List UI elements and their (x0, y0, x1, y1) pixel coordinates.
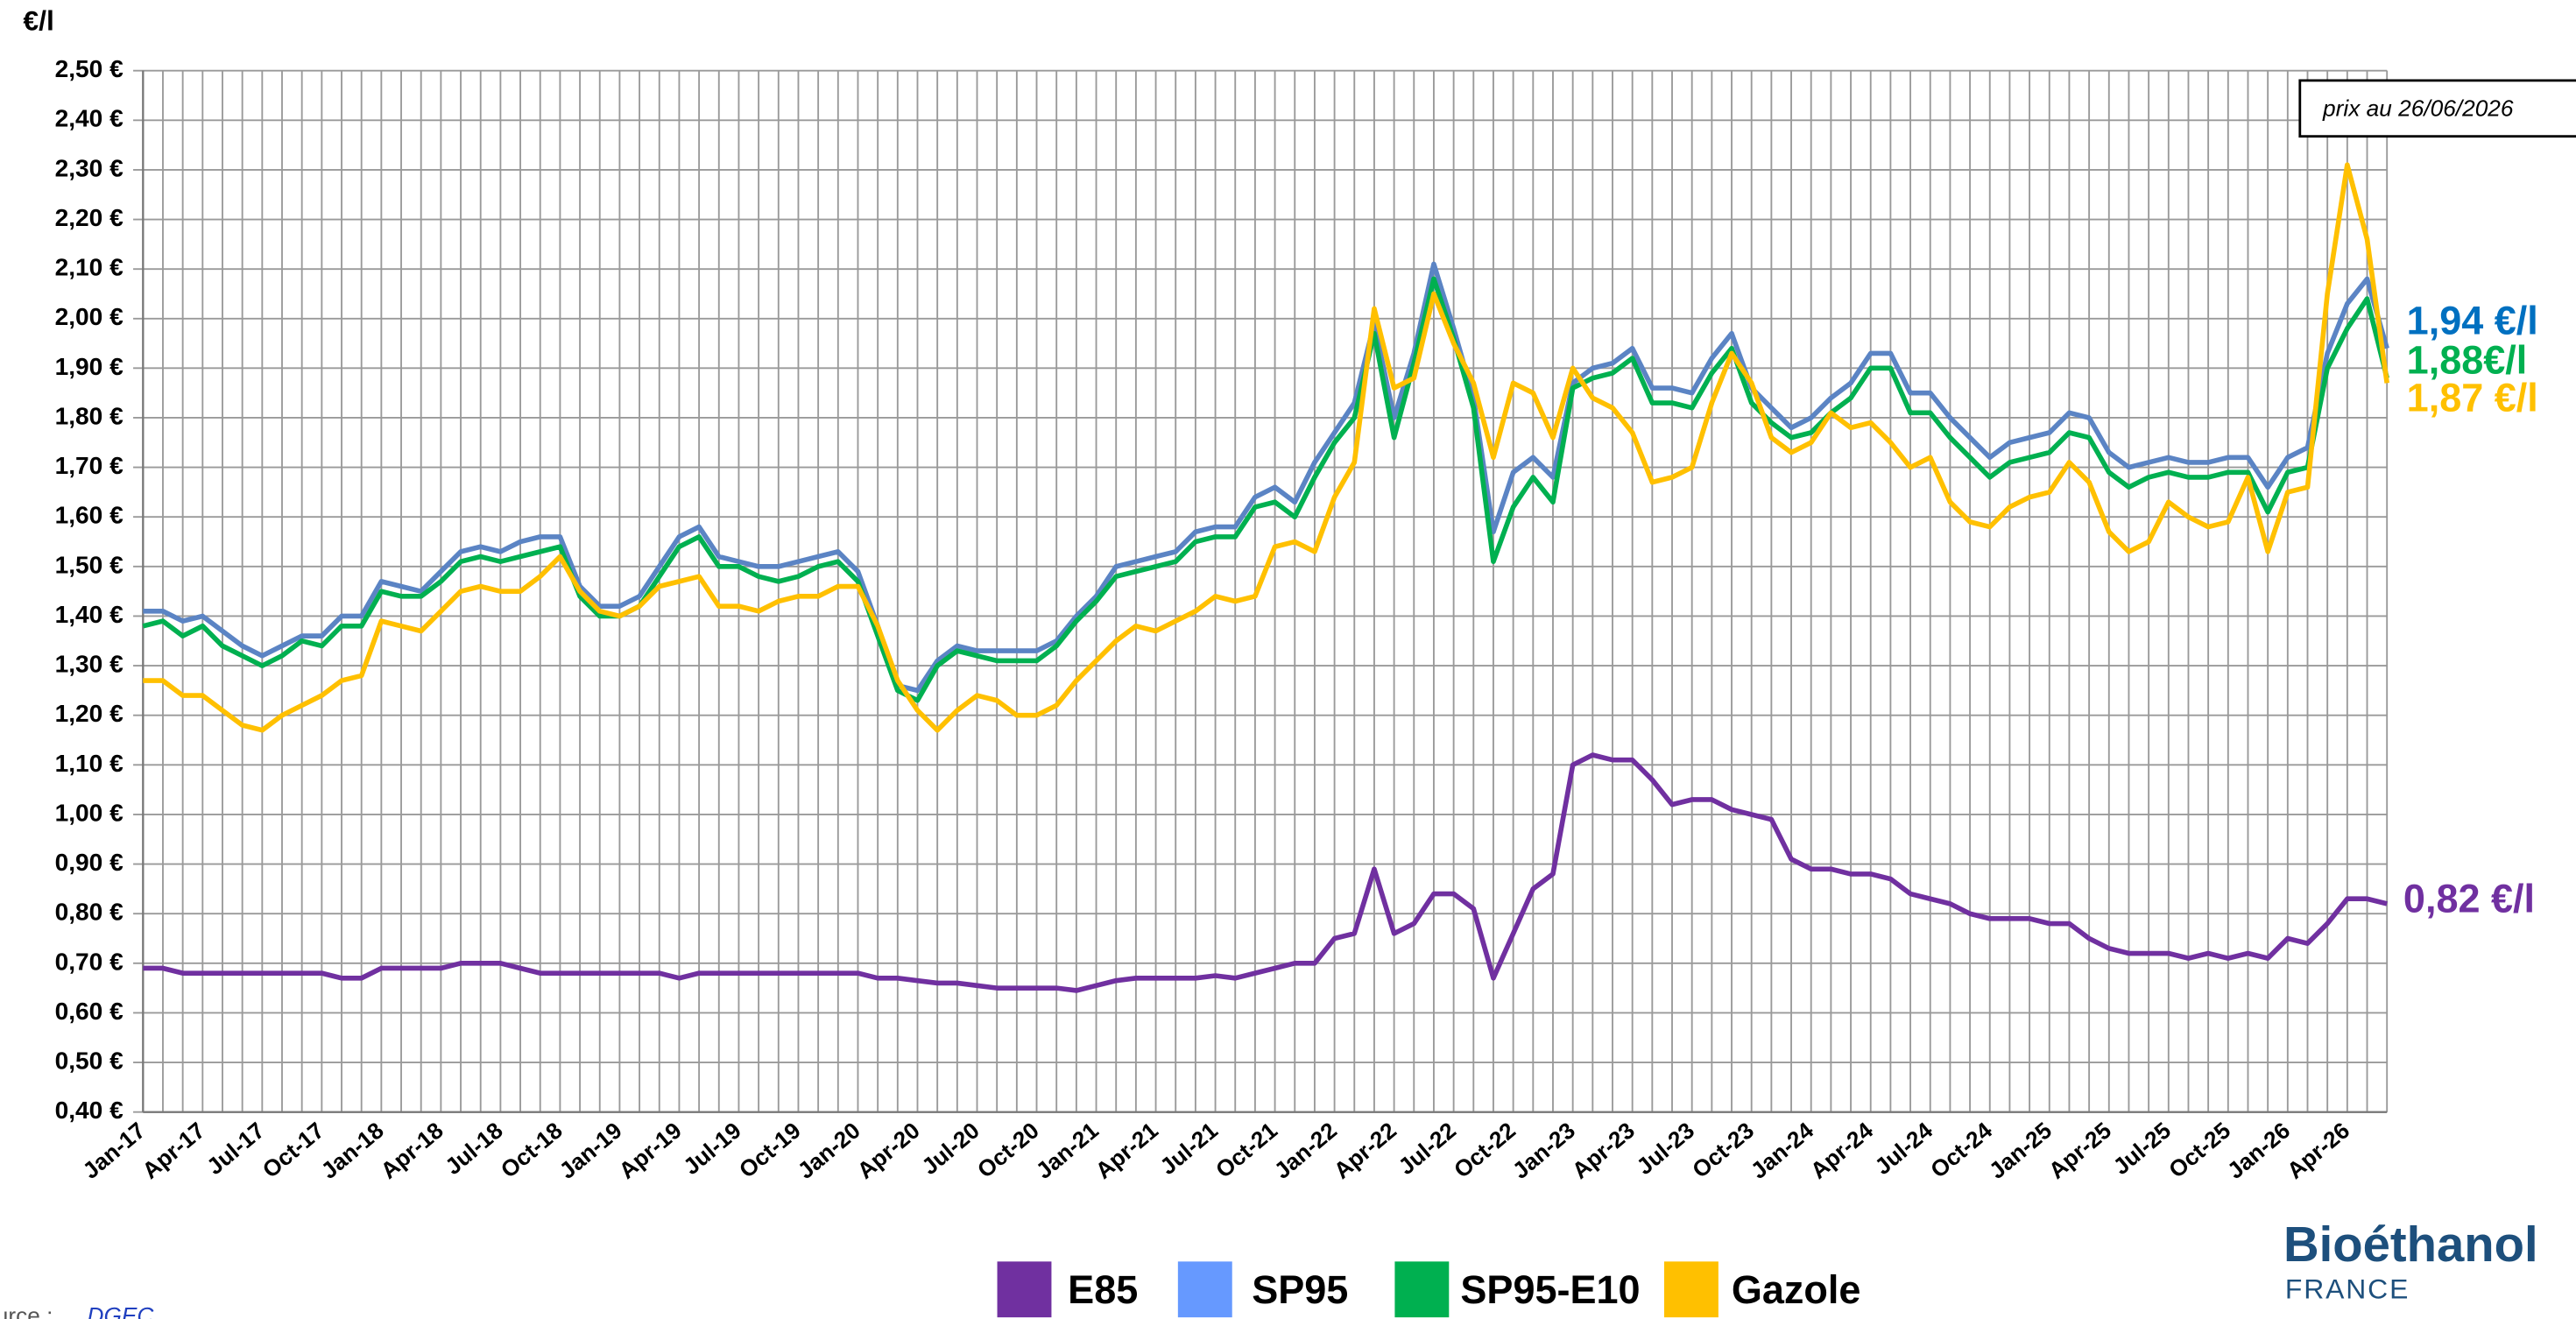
y-tick-label: 1,00 € (55, 799, 124, 826)
source-label: Source : (0, 1302, 53, 1319)
y-tick-label: 0,40 € (55, 1097, 124, 1124)
y-tick-label: 2,40 € (55, 105, 124, 132)
legend-label: SP95 (1252, 1267, 1348, 1312)
logo-sub: FRANCE (2285, 1273, 2410, 1305)
y-tick-label: 1,60 € (55, 502, 124, 529)
legend-label: E85 (1068, 1267, 1138, 1312)
legend-swatch (1394, 1261, 1450, 1318)
y-tick-label: 2,00 € (55, 303, 124, 330)
y-tick-label: 1,90 € (55, 353, 124, 380)
source-name: DGEC (88, 1302, 155, 1319)
y-tick-label: 1,70 € (55, 452, 124, 479)
y-tick-label: 1,40 € (55, 601, 124, 628)
logo-name: Bioéthanol (2283, 1217, 2538, 1272)
legend-label: Gazole (1732, 1267, 1861, 1312)
series-line (143, 752, 2388, 993)
y-tick-label: 0,50 € (55, 1047, 124, 1075)
date-note: prix au 26/06/2026 (2322, 95, 2514, 122)
end-value-label: 1,88€/l (2407, 337, 2528, 382)
series-line (142, 276, 2389, 703)
y-tick-label: 0,60 € (55, 998, 124, 1025)
series-line (143, 162, 2389, 733)
series-line (143, 261, 2389, 694)
y-tick-label: 1,50 € (55, 551, 124, 578)
y-tick-label: 2,10 € (55, 254, 124, 281)
date-note-box (2298, 79, 2576, 138)
y-tick-label: 0,70 € (55, 948, 124, 975)
legend-swatch (997, 1261, 1052, 1318)
y-tick-label: 1,30 € (55, 651, 124, 678)
y-tick-label: 0,80 € (55, 899, 124, 926)
legend-swatch (1663, 1261, 1719, 1318)
legend-swatch (1177, 1261, 1232, 1318)
end-value-label: 1,87 €/l (2407, 376, 2538, 420)
legend-label: SP95-E10 (1460, 1267, 1640, 1312)
end-value-label: 1,94 €/l (2407, 298, 2538, 342)
y-tick-label: 2,30 € (55, 154, 124, 181)
y-tick-label: 1,10 € (55, 750, 124, 777)
y-tick-label: 1,80 € (55, 402, 124, 429)
y-tick-label: 1,20 € (55, 700, 124, 727)
y-axis-label: €/l (23, 5, 53, 37)
y-tick-label: 2,20 € (55, 204, 124, 231)
y-tick-label: 0,90 € (55, 849, 124, 876)
y-tick-label: 2,50 € (55, 55, 124, 82)
end-value-label: 0,82 €/l (2403, 877, 2535, 921)
